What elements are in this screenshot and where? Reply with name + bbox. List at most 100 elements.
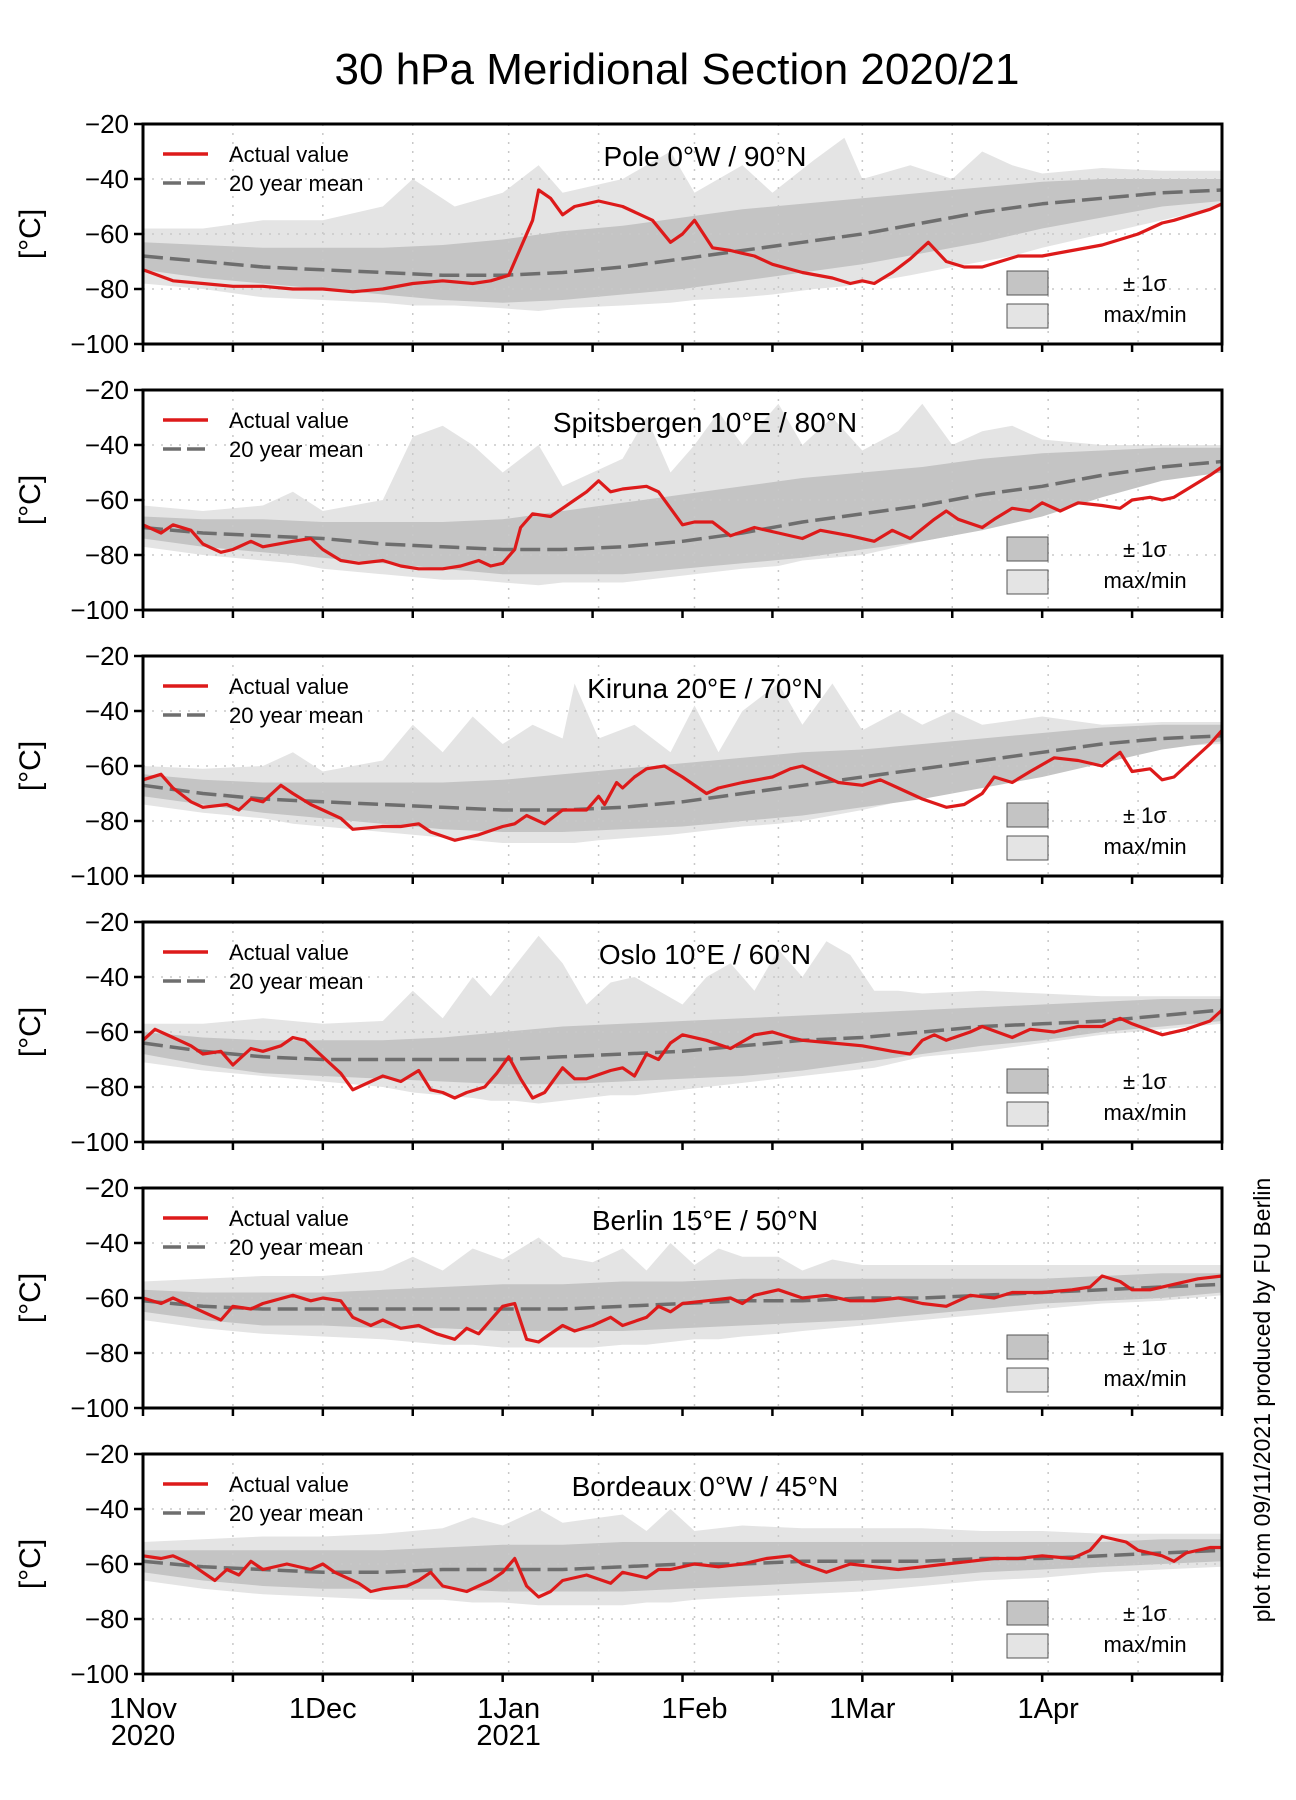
y-tick-label: −60 xyxy=(85,1549,129,1579)
panel-4: −100 −80 −60 −40 −20 [°C] Oslo 10°E / 60°N Actu… xyxy=(14,907,1224,1157)
legend-actual-label: Actual value xyxy=(229,1472,349,1497)
y-axis-label: [°C] xyxy=(14,1539,47,1589)
x-tick-label: 1Apr xyxy=(1018,1693,1080,1725)
legend-sigma-swatch xyxy=(1006,802,1049,828)
legend-maxmin-swatch xyxy=(1006,569,1049,595)
legend-maxmin-label: max/min xyxy=(1103,834,1186,859)
y-tick-label: −80 xyxy=(85,540,129,570)
panel-1: −100 −80 −60 −40 −20 [°C] Pole 0°W / 90°N Actua… xyxy=(14,109,1224,359)
x-tick-label: 1Nov xyxy=(109,1693,177,1725)
legend-mean-label: 20 year mean xyxy=(229,1501,364,1526)
y-tick-label: −100 xyxy=(70,861,129,891)
panels-container: −100 −80 −60 −40 −20 [°C] Pole 0°W / 90°N Actua… xyxy=(14,109,1224,1689)
x-tick-label: 1Jan xyxy=(477,1693,540,1725)
legend-actual-label: Actual value xyxy=(229,408,349,433)
y-tick-label: −100 xyxy=(70,1659,129,1689)
sigma-band xyxy=(143,999,1222,1085)
credit-text: plot from 09/11/2021 produced by FU Berl… xyxy=(1249,1178,1275,1623)
y-tick-label: −60 xyxy=(85,1017,129,1047)
mean-line xyxy=(142,1548,1223,1575)
legend-maxmin-swatch xyxy=(1006,1367,1049,1393)
x-tick-label: 1Mar xyxy=(829,1693,895,1725)
legend-maxmin-label: max/min xyxy=(1103,568,1186,593)
legend-mean-label: 20 year mean xyxy=(229,1235,364,1260)
actual-line xyxy=(142,1274,1223,1344)
legend-maxmin-label: max/min xyxy=(1103,1100,1186,1125)
y-axis-label: [°C] xyxy=(14,741,47,791)
y-tick-label: −40 xyxy=(85,1228,129,1258)
y-axis-label: [°C] xyxy=(14,475,47,525)
legend-sigma-swatch xyxy=(1006,1600,1049,1626)
panel-title: Oslo 10°E / 60°N xyxy=(599,939,811,970)
legend-sigma-label: ± 1σ xyxy=(1123,1601,1167,1626)
y-tick-label: −20 xyxy=(85,641,129,671)
panel-title: Pole 0°W / 90°N xyxy=(604,141,807,172)
legend-mean-label: 20 year mean xyxy=(229,969,364,994)
panel-2: −100 −80 −60 −40 −20 [°C] Spitsbergen 10°E / 8… xyxy=(14,375,1224,625)
legend-maxmin-label: max/min xyxy=(1103,1366,1186,1391)
actual-line xyxy=(142,729,1224,842)
legend-sigma-swatch xyxy=(1006,1334,1049,1360)
y-tick-label: −20 xyxy=(85,1173,129,1203)
y-tick-label: −40 xyxy=(85,430,129,460)
legend-maxmin-label: max/min xyxy=(1103,302,1186,327)
legend-mean-label: 20 year mean xyxy=(229,703,364,728)
legend-actual-label: Actual value xyxy=(229,142,349,167)
y-tick-label: −60 xyxy=(85,1283,129,1313)
sigma-band xyxy=(143,447,1222,575)
y-tick-label: −40 xyxy=(85,696,129,726)
legend-sigma-swatch xyxy=(1006,1068,1049,1094)
legend-mean-label: 20 year mean xyxy=(229,437,364,462)
x-tick-year-label: 2021 xyxy=(476,1720,541,1752)
y-axis-label: [°C] xyxy=(14,209,47,259)
y-tick-label: −40 xyxy=(85,1494,129,1524)
mean-line xyxy=(142,459,1223,552)
y-tick-label: −60 xyxy=(85,219,129,249)
panel-5: −100 −80 −60 −40 −20 [°C] Berlin 15°E / 50°N Ac… xyxy=(14,1173,1224,1423)
x-tick-label: 1Feb xyxy=(661,1693,727,1725)
mean-line xyxy=(142,1008,1223,1062)
y-tick-label: −100 xyxy=(70,1393,129,1423)
y-tick-label: −80 xyxy=(85,806,129,836)
panel-title: Berlin 15°E / 50°N xyxy=(592,1205,818,1236)
y-axis-label: [°C] xyxy=(14,1007,47,1057)
legend-maxmin-label: max/min xyxy=(1103,1632,1186,1657)
y-tick-label: −60 xyxy=(85,485,129,515)
x-tick-label: 1Dec xyxy=(289,1693,357,1725)
actual-line xyxy=(142,188,1223,294)
legend-actual-label: Actual value xyxy=(229,1206,349,1231)
panel-title: Spitsbergen 10°E / 80°N xyxy=(553,407,857,438)
x-tick-year-label: 2020 xyxy=(111,1720,176,1752)
legend-sigma-label: ± 1σ xyxy=(1123,803,1167,828)
legend-mean-label: 20 year mean xyxy=(229,171,364,196)
legend-maxmin-swatch xyxy=(1006,1101,1049,1127)
panel-6: −100 −80 −60 −40 −20 [°C] Bordeaux 0°W / 45°N A… xyxy=(14,1439,1224,1689)
actual-line xyxy=(142,1534,1222,1599)
y-tick-label: −100 xyxy=(70,329,129,359)
y-tick-label: −80 xyxy=(85,1338,129,1368)
legend-maxmin-swatch xyxy=(1006,1633,1049,1659)
legend-sigma-swatch xyxy=(1006,536,1049,562)
y-tick-label: −20 xyxy=(85,1439,129,1469)
mean-line xyxy=(142,188,1223,278)
y-tick-label: −80 xyxy=(85,1072,129,1102)
legend-sigma-swatch xyxy=(1006,270,1049,296)
y-tick-label: −100 xyxy=(70,1127,129,1157)
y-tick-label: −80 xyxy=(85,274,129,304)
y-tick-label: −40 xyxy=(85,164,129,194)
panel-title: Bordeaux 0°W / 45°N xyxy=(572,1471,839,1502)
y-tick-label: −40 xyxy=(85,962,129,992)
actual-line xyxy=(142,465,1223,571)
legend-actual-label: Actual value xyxy=(229,940,349,965)
legend-sigma-label: ± 1σ xyxy=(1123,537,1167,562)
y-tick-label: −20 xyxy=(85,907,129,937)
sigma-band xyxy=(143,179,1222,303)
y-tick-label: −20 xyxy=(85,375,129,405)
y-axis-label: [°C] xyxy=(14,1273,47,1323)
y-tick-label: −80 xyxy=(85,1604,129,1634)
legend-maxmin-swatch xyxy=(1006,303,1049,329)
actual-line xyxy=(141,1008,1224,1100)
legend-sigma-label: ± 1σ xyxy=(1123,271,1167,296)
